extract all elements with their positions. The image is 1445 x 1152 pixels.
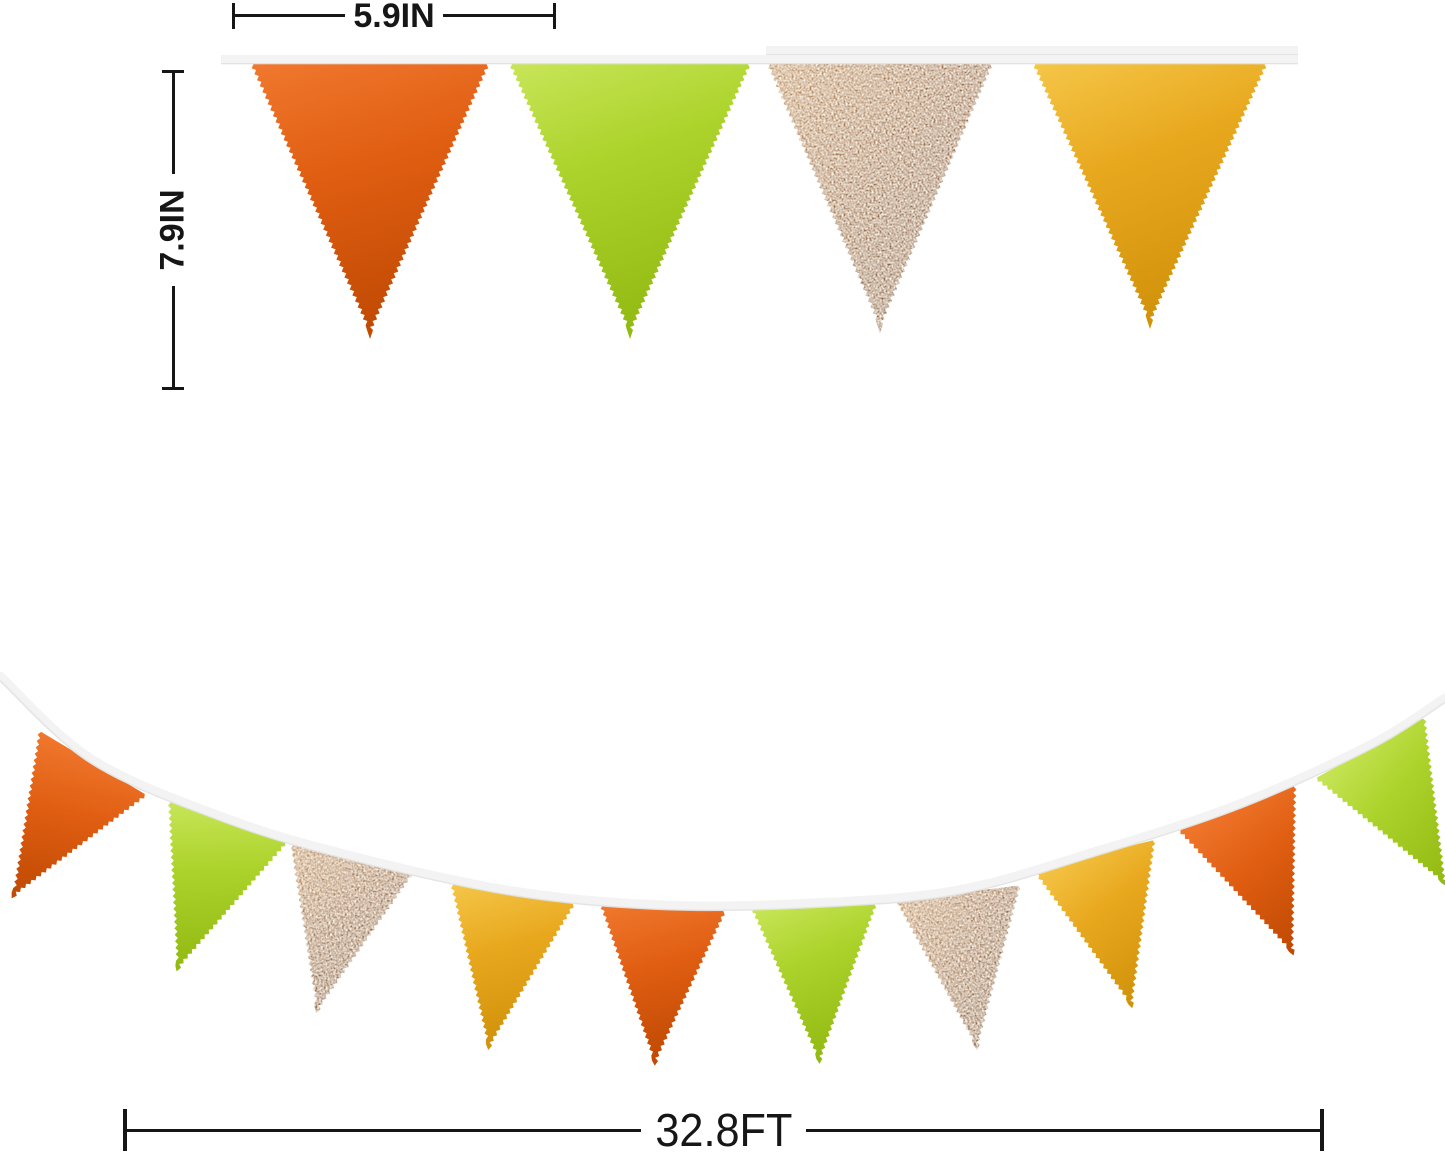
dimension-left-height-label: 7.9IN: [154, 189, 193, 271]
top-string-shadow: [221, 63, 1298, 65]
top-string-ribbon: [221, 55, 1298, 64]
dim-tick: [1320, 1109, 1325, 1151]
pennant-green: [167, 802, 286, 972]
pennant-gold: [1034, 840, 1156, 1009]
arc-string-ribbon: [0, 671, 1445, 911]
dim-line: [806, 1128, 1321, 1132]
pennant-brown: [896, 885, 1021, 1050]
dim-tick: [123, 1109, 127, 1151]
dim-line: [171, 73, 175, 174]
pennant-green: [752, 903, 877, 1064]
dimension-top-width: 5.9IN: [232, 0, 557, 33]
pennant-gold: [1033, 64, 1267, 329]
top-string-shadow: [766, 54, 1298, 56]
pennant-orange: [11, 731, 145, 899]
pennant-orange: [251, 64, 489, 339]
dimension-bottom-length-label: 32.8FT: [655, 1104, 793, 1152]
pennant-green: [510, 64, 750, 339]
pennant-brown: [290, 845, 412, 1013]
arc-string-shadow: [0, 679, 1445, 912]
dim-vertical-label-box: 7.9IN: [154, 174, 192, 286]
dimension-top-width-label: 5.9IN: [353, 0, 435, 35]
pennant-orange: [1180, 786, 1297, 956]
dim-line: [235, 14, 346, 17]
dim-tick: [162, 387, 184, 390]
pennant-green: [1317, 718, 1445, 887]
top-string-ribbon-upper: [766, 46, 1298, 55]
dim-line: [127, 1128, 641, 1132]
pennant-orange: [600, 904, 725, 1066]
dim-line: [171, 286, 175, 387]
dimension-left-height: 7.9IN: [154, 70, 192, 390]
dim-tick: [553, 2, 557, 29]
dimension-bottom-length: 32.8FT: [123, 1104, 1325, 1152]
pennant-gold: [451, 884, 574, 1051]
pennant-brown: [768, 64, 992, 333]
dim-tick: [232, 2, 235, 29]
dim-line: [442, 14, 554, 17]
dim-tick: [162, 70, 184, 73]
